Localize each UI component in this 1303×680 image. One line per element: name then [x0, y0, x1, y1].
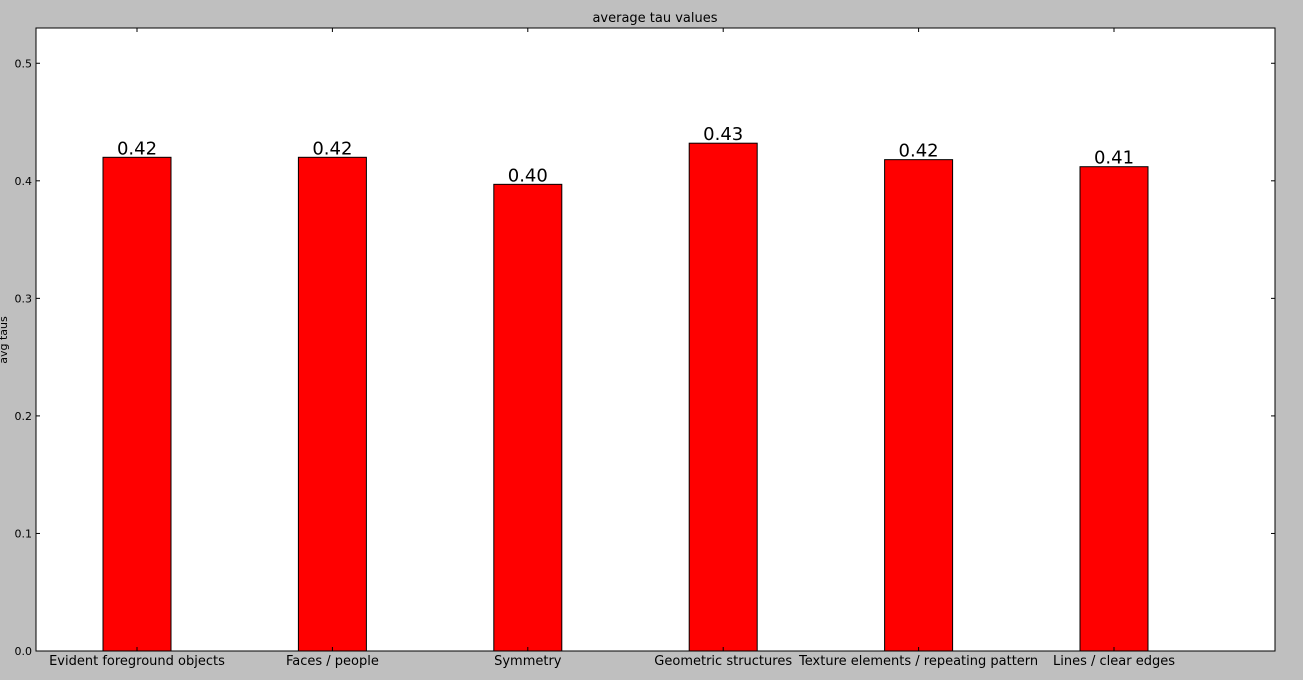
bars: 0.42 0.42 0.40 0.43 0.42 0.41 — [102, 28, 1149, 652]
bar — [1079, 166, 1149, 652]
bar — [493, 183, 563, 652]
x-category-label: Faces / people — [286, 654, 379, 669]
y-tick-label: 0.2 — [15, 410, 33, 423]
bar-value-label: 0.40 — [508, 165, 548, 186]
bar — [688, 142, 758, 652]
plot-area — [35, 27, 1276, 652]
bar — [884, 159, 954, 652]
chart-title: average tau values — [592, 11, 717, 26]
x-category-label: Symmetry — [494, 654, 562, 669]
bar-value-label: 0.42 — [117, 138, 157, 159]
bar-value-label: 0.42 — [899, 141, 939, 162]
y-axis-ticks: 0.0 0.1 0.2 0.3 0.4 0.5 — [15, 57, 1275, 658]
bar-value-label: 0.41 — [1094, 148, 1134, 169]
y-tick-label: 0.3 — [15, 292, 33, 305]
y-tick-label: 0.1 — [15, 527, 33, 540]
y-axis-label: avg taus — [0, 316, 10, 364]
x-category-label: Evident foreground objects — [49, 654, 225, 669]
y-tick-label: 0.4 — [15, 175, 33, 188]
bar-value-label: 0.42 — [312, 138, 352, 159]
y-tick-label: 0.5 — [15, 57, 33, 70]
category-labels: Evident foreground objects Faces / people… — [49, 654, 1175, 669]
x-category-label: Texture elements / repeating pattern — [798, 654, 1038, 669]
x-category-label: Geometric structures — [654, 654, 792, 669]
bar — [102, 156, 172, 652]
bar-value-label: 0.43 — [703, 124, 743, 145]
x-category-label: Lines / clear edges — [1053, 654, 1175, 669]
y-tick-label: 0.0 — [15, 645, 33, 658]
bar — [297, 156, 367, 652]
